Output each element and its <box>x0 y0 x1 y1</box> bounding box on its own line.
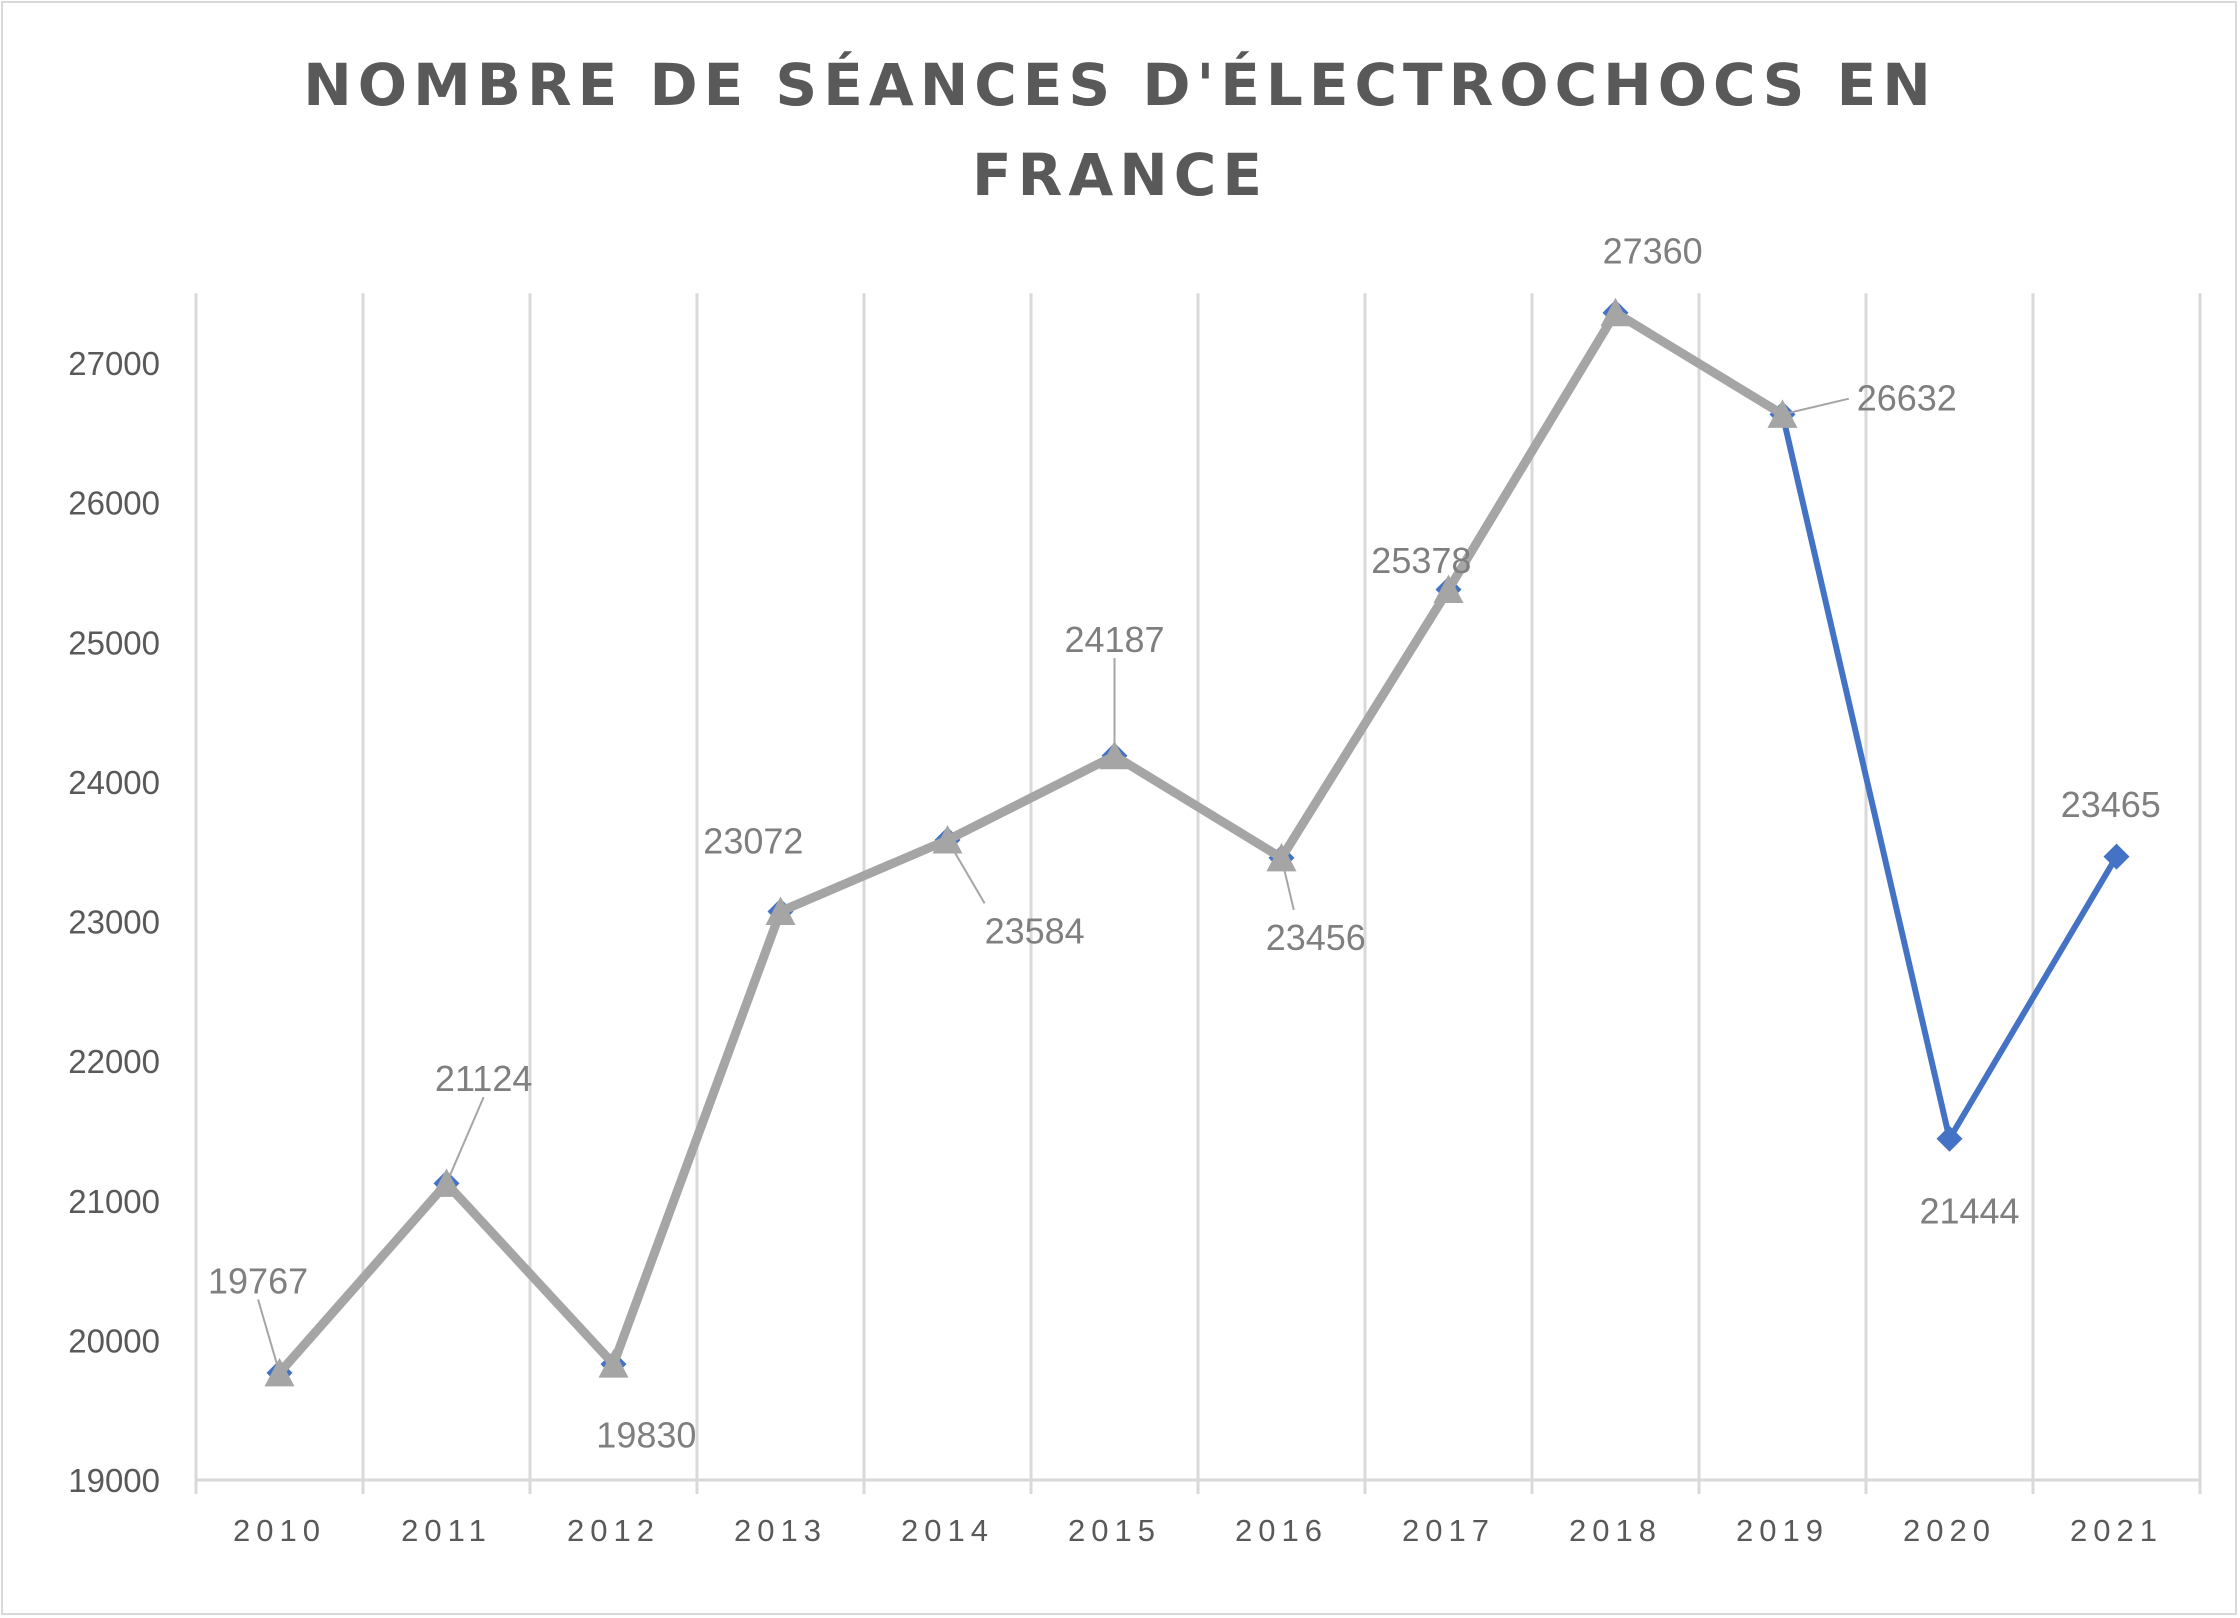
leader-line <box>1782 397 1850 416</box>
y-tick-label: 24000 <box>68 764 160 801</box>
x-tick-label: 2012 <box>567 1513 660 1548</box>
y-tick-label: 22000 <box>68 1043 160 1080</box>
triangle-marker <box>1600 297 1631 327</box>
leader-line <box>946 839 986 904</box>
x-tick-label: 2015 <box>1068 1513 1161 1548</box>
triangle-marker <box>765 896 796 925</box>
data-label: 26632 <box>1857 378 1957 419</box>
y-tick-label: 19000 <box>68 1462 160 1499</box>
data-label: 19767 <box>208 1260 308 1301</box>
diamond-marker <box>1936 1125 1963 1152</box>
x-tick-label: 2014 <box>901 1513 994 1548</box>
data-label: 27360 <box>1603 230 1703 271</box>
data-label: 25378 <box>1371 540 1471 581</box>
data-label: 19830 <box>596 1415 696 1456</box>
diamond-marker <box>2103 843 2130 870</box>
chart-title-line-1: NOMBRE DE SÉANCES D'ÉLECTROCHOCS EN <box>303 51 1937 119</box>
y-tick-label: 21000 <box>68 1183 160 1220</box>
triangle-marker <box>598 1349 629 1378</box>
series-line-2 <box>276 308 1785 1376</box>
y-tick-label: 27000 <box>68 345 160 382</box>
x-tick-label: 2021 <box>2070 1513 2163 1548</box>
chart-title-line-2: FRANCE <box>972 141 1268 209</box>
leader-line <box>1280 857 1295 911</box>
triangle-marker <box>1433 574 1464 603</box>
y-tick-label: 25000 <box>68 624 160 661</box>
x-tick-label: 2016 <box>1235 1513 1328 1548</box>
data-label: 21444 <box>1919 1191 2019 1232</box>
data-label: 23584 <box>985 910 1085 951</box>
x-tick-label: 2018 <box>1569 1513 1662 1548</box>
data-label: 23465 <box>2061 784 2161 825</box>
x-tick-label: 2011 <box>401 1513 492 1548</box>
x-tick-label: 2017 <box>1402 1513 1495 1548</box>
triangle-marker <box>932 824 963 854</box>
leader-line <box>445 1096 485 1184</box>
y-tick-label: 23000 <box>68 904 160 941</box>
leader-line <box>257 1299 281 1374</box>
triangle-marker <box>1266 842 1297 872</box>
y-tick-label: 26000 <box>68 485 160 522</box>
data-label: 24187 <box>1064 619 1164 660</box>
x-tick-label: 2019 <box>1736 1513 1829 1548</box>
x-tick-label: 2020 <box>1903 1513 1996 1548</box>
x-tick-label: 2013 <box>734 1513 827 1548</box>
y-tick-label: 20000 <box>68 1322 160 1359</box>
data-label: 21124 <box>435 1058 532 1099</box>
x-tick-label: 2010 <box>233 1513 326 1548</box>
chart-title: NOMBRE DE SÉANCES D'ÉLECTROCHOCS EN FRAN… <box>0 40 2240 220</box>
data-label: 23072 <box>703 820 803 861</box>
data-label: 23456 <box>1266 917 1366 958</box>
